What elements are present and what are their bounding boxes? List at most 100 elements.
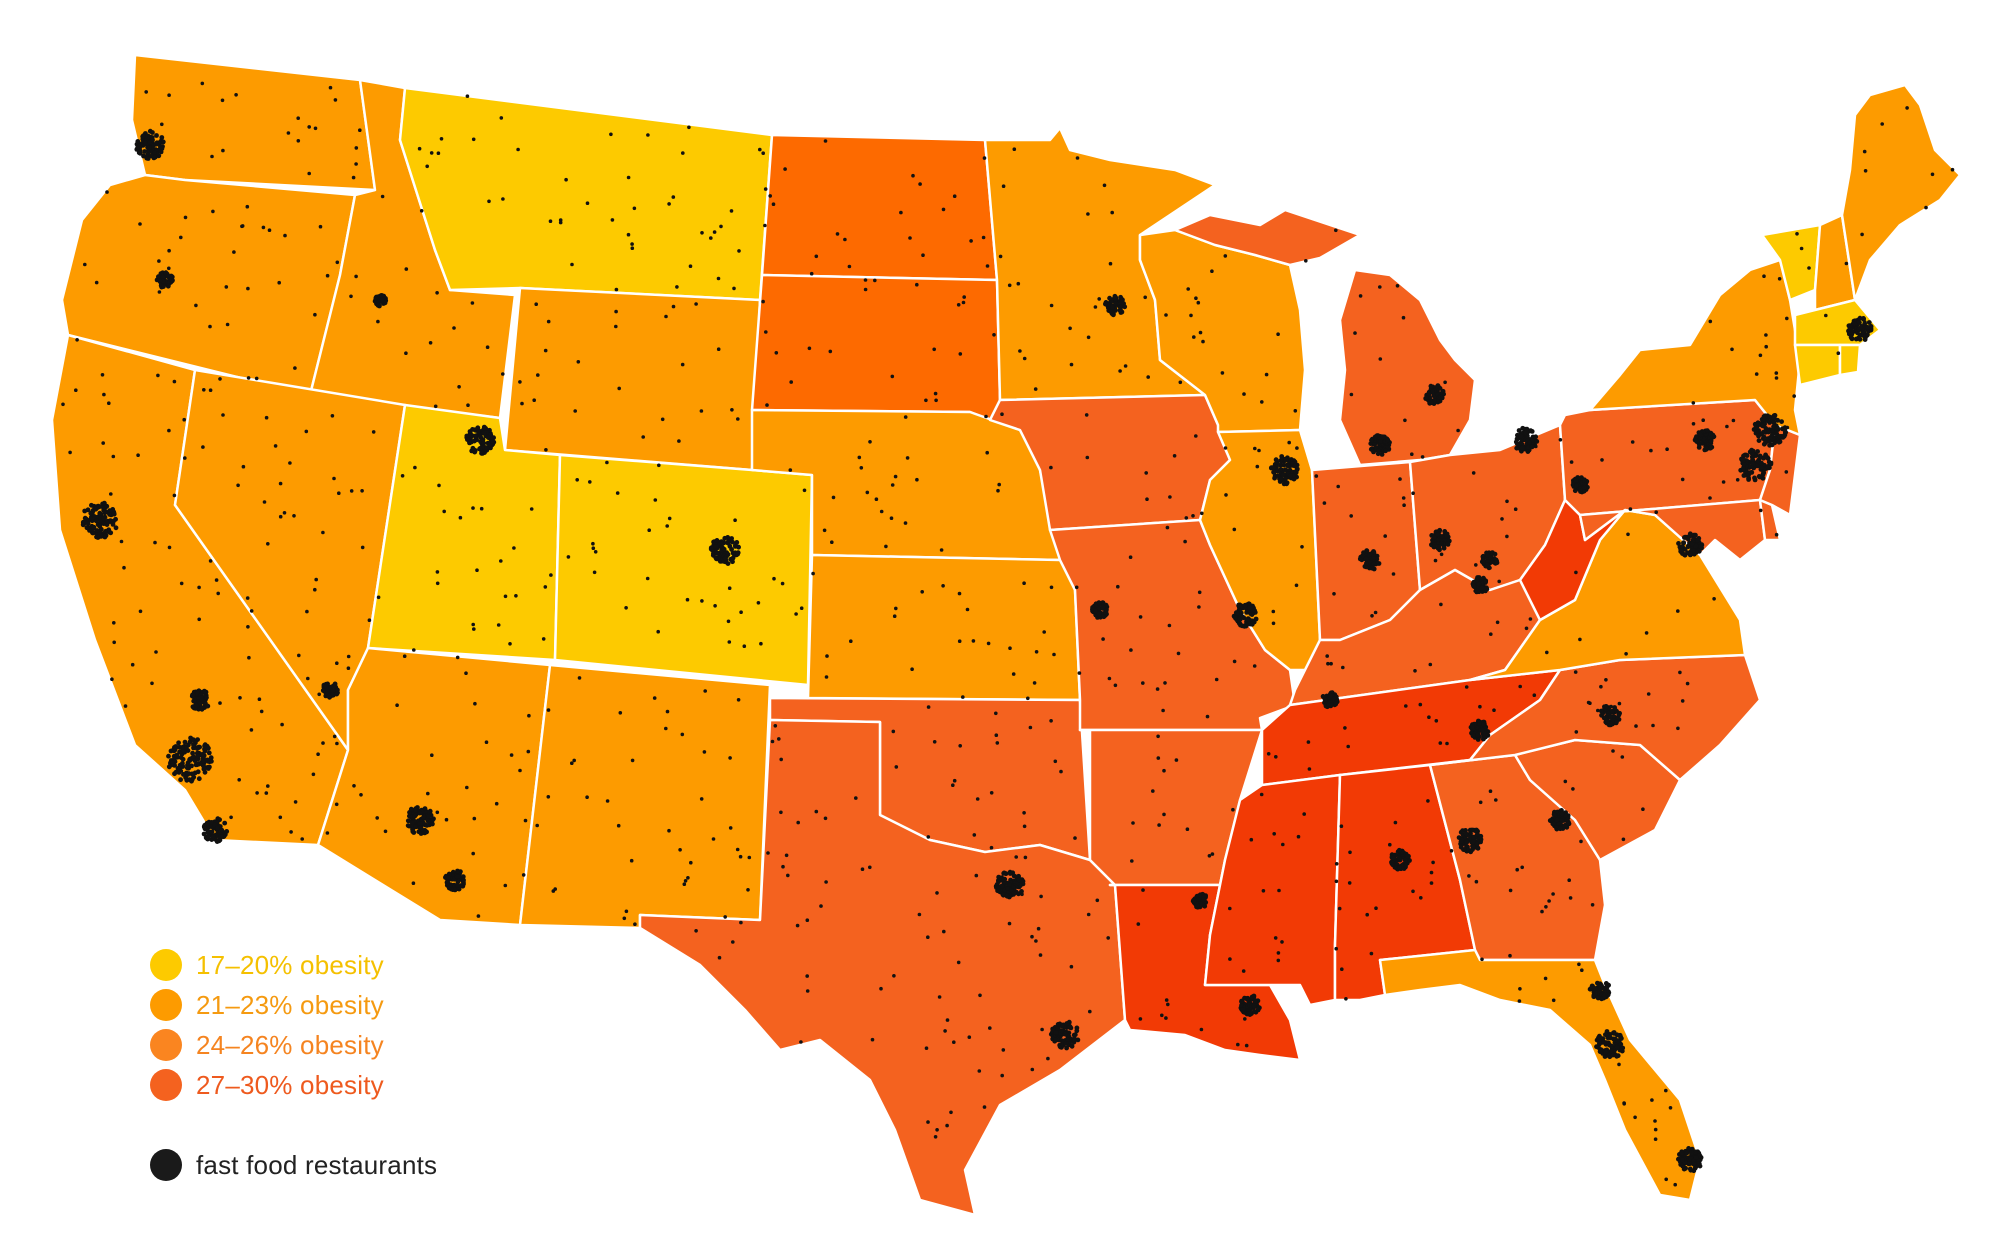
restaurant-dot — [1167, 623, 1172, 628]
restaurant-dot — [1093, 608, 1098, 614]
restaurant-dot — [376, 319, 380, 324]
restaurant-dot — [1232, 527, 1237, 532]
restaurant-dot — [1761, 455, 1767, 461]
restaurant-dot — [1514, 445, 1520, 451]
restaurant-dot — [1868, 324, 1874, 329]
restaurant-dot — [246, 376, 251, 380]
restaurant-dot — [722, 556, 728, 561]
restaurant-dot — [926, 935, 930, 939]
restaurant-dot — [245, 596, 250, 600]
restaurant-dot — [1515, 867, 1519, 872]
restaurant-dot — [609, 132, 613, 137]
restaurant-dot — [1396, 847, 1402, 853]
restaurant-dot — [82, 515, 88, 521]
state-florida — [1378, 948, 1702, 1202]
restaurant-dot — [1259, 792, 1264, 797]
restaurant-dot — [1113, 295, 1119, 300]
restaurant-dot — [1678, 548, 1684, 554]
restaurant-dot — [182, 417, 186, 422]
restaurant-dot — [1294, 583, 1299, 588]
restaurant-dot — [736, 698, 741, 702]
restaurant-dot — [1708, 445, 1713, 451]
restaurant-dot — [711, 551, 716, 556]
restaurant-dot — [1526, 444, 1531, 450]
restaurant-dot — [1280, 472, 1286, 478]
restaurant-dot — [1597, 1049, 1603, 1054]
restaurant-dot — [868, 865, 872, 870]
restaurant-dot — [1329, 661, 1333, 666]
restaurant-dot — [1686, 1146, 1691, 1151]
restaurant-dot — [1174, 758, 1179, 762]
restaurant-dot — [111, 454, 116, 459]
restaurant-dot — [911, 173, 915, 178]
restaurant-dot — [761, 299, 765, 304]
restaurant-dot — [984, 414, 988, 419]
restaurant-dot — [1775, 417, 1780, 423]
restaurant-dot — [1168, 495, 1172, 499]
restaurant-dot — [1438, 741, 1443, 745]
restaurant-dot — [321, 530, 325, 535]
restaurant-dot — [1824, 313, 1828, 318]
restaurant-dot — [728, 826, 733, 830]
restaurant-dot — [107, 512, 112, 517]
restaurant-dot — [665, 709, 670, 714]
restaurant-dot — [788, 468, 793, 472]
restaurant-dot — [1334, 946, 1338, 951]
restaurant-dot — [458, 883, 464, 888]
restaurant-dot — [1064, 1045, 1069, 1051]
restaurant-dot — [799, 606, 804, 610]
restaurant-dot — [1695, 537, 1701, 543]
restaurant-dot — [924, 1046, 929, 1050]
restaurant-dot — [499, 559, 503, 563]
restaurant-dot — [1863, 169, 1868, 173]
restaurant-dot — [191, 698, 197, 704]
restaurant-dot — [996, 879, 1001, 885]
state-maine — [1840, 83, 1962, 302]
restaurant-dot — [172, 379, 177, 384]
restaurant-dot — [1102, 183, 1107, 188]
restaurant-dot — [354, 146, 359, 150]
restaurant-dot — [1250, 618, 1255, 624]
restaurant-dot — [137, 142, 143, 148]
restaurant-dot — [83, 262, 87, 267]
restaurant-dot — [1680, 477, 1685, 482]
restaurant-dot — [733, 518, 737, 522]
restaurant-dot — [1520, 865, 1524, 870]
restaurant-dot — [1494, 560, 1500, 566]
restaurant-dot — [1476, 581, 1482, 587]
restaurant-dot — [1574, 483, 1579, 489]
restaurant-dot — [1116, 584, 1120, 589]
restaurant-dot — [1023, 855, 1028, 860]
restaurant-dot — [465, 94, 470, 98]
restaurant-dot — [657, 463, 661, 468]
legend-item-24-26: 24–26% obesity — [150, 1025, 437, 1065]
restaurant-dot — [956, 303, 961, 307]
restaurant-dot — [1540, 909, 1544, 914]
restaurant-dot — [1007, 882, 1012, 888]
restaurant-dot — [1019, 889, 1024, 894]
restaurant-dot — [1016, 877, 1022, 883]
restaurant-dot — [1771, 420, 1777, 426]
restaurant-dot — [94, 528, 100, 533]
restaurant-dot — [1430, 389, 1435, 395]
restaurant-dot — [952, 1040, 956, 1044]
restaurant-dot — [1367, 551, 1373, 557]
legend-label: 21–23% obesity — [196, 989, 384, 1020]
restaurant-dot — [926, 835, 931, 839]
restaurant-dot — [1100, 604, 1106, 610]
restaurant-dot — [742, 644, 747, 648]
restaurant-dot — [1609, 708, 1615, 714]
restaurant-dot — [1470, 847, 1475, 852]
restaurant-dot — [508, 642, 512, 646]
restaurant-dot — [206, 829, 211, 835]
restaurant-dot — [1110, 210, 1114, 215]
restaurant-dot — [1272, 832, 1276, 836]
restaurant-dot — [1563, 779, 1568, 784]
restaurant-dot — [1725, 424, 1729, 429]
restaurant-dot — [799, 1040, 803, 1044]
restaurant-dot — [413, 807, 418, 813]
restaurant-dot — [1680, 699, 1685, 703]
restaurant-dot — [1471, 834, 1476, 840]
restaurant-dot — [1074, 585, 1079, 590]
restaurant-dot — [1644, 631, 1649, 635]
